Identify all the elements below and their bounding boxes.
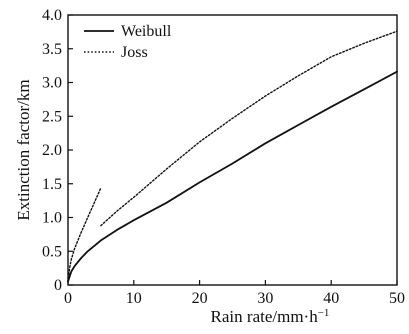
y-tick-label: 3.0 <box>42 75 62 92</box>
x-tick-label: 50 <box>389 290 405 307</box>
legend-label-weibull: Weibull <box>121 23 172 40</box>
y-tick-label: 2.0 <box>42 142 62 159</box>
x-axis-title-base: Rain rate/mm·h <box>211 307 319 326</box>
y-axis-title: Extinction factor/km <box>14 79 33 220</box>
x-tick-label: 40 <box>323 290 339 307</box>
plot-frame <box>67 14 398 286</box>
x-axis-ticks: 0 10 20 30 40 50 <box>64 280 405 307</box>
y-tick-label: 1.5 <box>42 176 62 193</box>
y-tick-label: 3.5 <box>42 41 62 58</box>
x-tick-label: 20 <box>192 290 208 307</box>
x-tick-label: 30 <box>257 290 273 307</box>
legend-label-joss: Joss <box>121 44 148 61</box>
y-tick-label: 4.0 <box>42 7 62 24</box>
series-line-weibull <box>67 70 398 283</box>
y-tick-label: 0.5 <box>42 243 62 260</box>
x-axis-title: Rain rate/mm·h−1 <box>211 307 330 326</box>
x-tick-label: 0 <box>64 290 72 307</box>
y-tick-label: 1.0 <box>42 210 62 227</box>
y-tick-label: 2.5 <box>42 108 62 125</box>
y-axis-ticks: 0 0.5 1.0 1.5 2.0 2.5 3.0 3.5 4.0 <box>42 7 73 294</box>
series-line-joss-segment-2 <box>100 30 398 227</box>
series-layer <box>67 30 398 283</box>
x-axis-title-superscript: −1 <box>318 307 330 319</box>
y-tick-label: 0 <box>54 277 62 294</box>
legend: Weibull Joss <box>84 23 172 61</box>
x-tick-label: 10 <box>126 290 142 307</box>
series-line-joss-segment-1 <box>67 187 102 283</box>
